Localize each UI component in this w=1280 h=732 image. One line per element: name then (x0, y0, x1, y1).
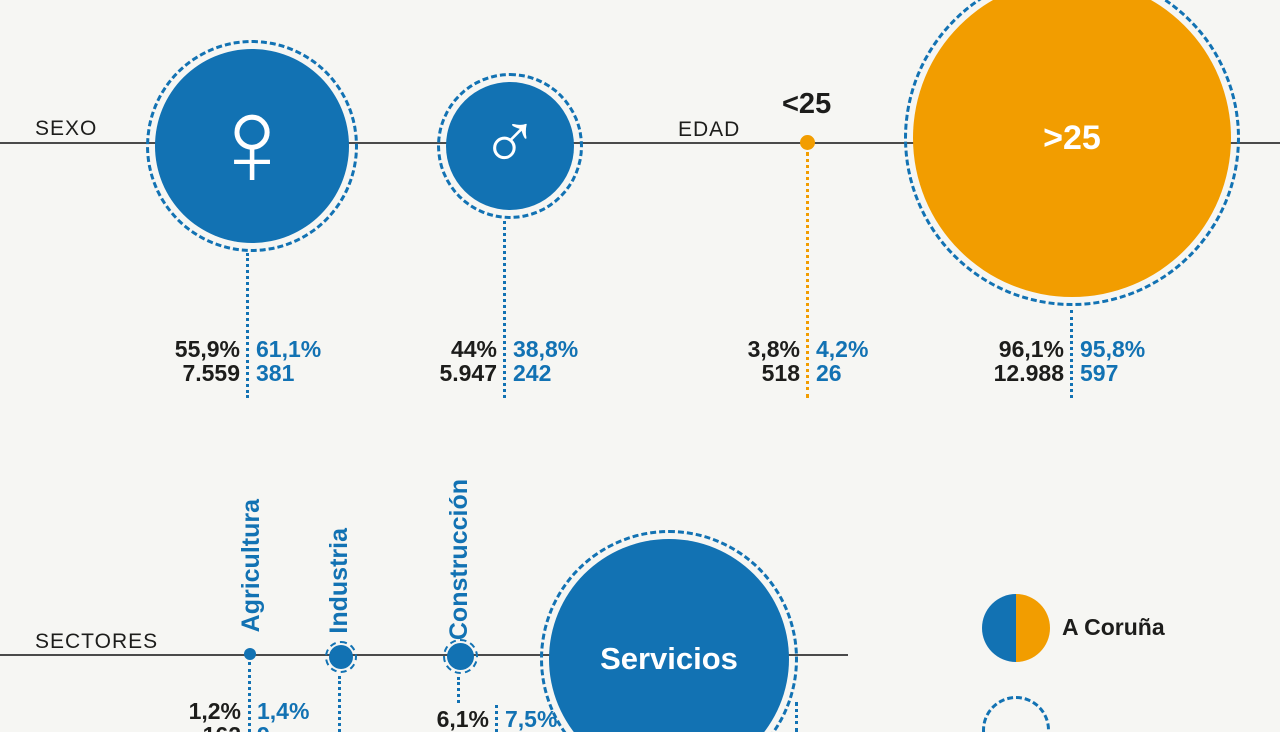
bubble-construccion-fill (447, 643, 474, 670)
stat-block-under25: 3,8% 518 4,2% 26 (690, 337, 926, 385)
under25-dot (800, 135, 815, 150)
leader-line-under25 (806, 152, 809, 398)
section-label-sexo: SEXO (35, 117, 98, 140)
section-label-edad: EDAD (678, 118, 741, 141)
over25-label: >25 (1043, 118, 1101, 157)
legend-coruna-label: A Coruña (1062, 614, 1165, 640)
leader-line-construccion-stats (495, 705, 498, 732)
construccion-coruna-pct: 7,5% (505, 706, 558, 732)
agricultura-total-pct: 1,2% (188, 698, 241, 724)
axis-line-top (0, 142, 1280, 144)
bubble-industria (325, 641, 357, 673)
bubble-female-fill: ♀ (155, 49, 349, 243)
agricultura-dot (244, 648, 256, 660)
under25-total-pct: 3,8% (747, 336, 800, 362)
under25-coruna-count: 26 (816, 360, 842, 386)
agricultura-total-count: 162 (131, 723, 241, 732)
bubble-female: ♀ (146, 40, 358, 252)
leader-line-male (503, 221, 506, 398)
leader-line-female (246, 253, 249, 398)
female-total-pct: 55,9% (174, 336, 240, 362)
leader-line-agricultura (248, 662, 251, 732)
male-total-count: 5.947 (439, 360, 497, 386)
leader-line-over25 (1070, 310, 1073, 398)
sector-label-construccion: Construcción (445, 478, 473, 640)
over25-coruna-pct: 95,8% (1080, 336, 1146, 362)
bubble-male-fill: ♂ (446, 82, 574, 210)
bubble-construccion (443, 639, 478, 674)
bubble-servicios-fill: Servicios (549, 539, 789, 732)
under25-total-count: 518 (761, 360, 800, 386)
female-coruna-pct: 61,1% (256, 336, 322, 362)
stat-block-over25: 96,1% 12.988 95,8% 597 (954, 337, 1190, 385)
male-coruna-count: 242 (513, 360, 552, 386)
servicios-label: Servicios (600, 641, 738, 676)
stat-block-female: 55,9% 7.559 61,1% 381 (130, 337, 366, 385)
female-total-count: 7.559 (182, 360, 240, 386)
agricultura-coruna-count: 9 (257, 723, 367, 732)
axis-line-bottom (0, 654, 848, 656)
female-coruna-count: 381 (256, 360, 295, 386)
male-total-pct: 44% (450, 336, 497, 362)
bubble-industria-fill (329, 645, 353, 669)
agricultura-coruna-pct: 1,4% (257, 698, 310, 724)
female-icon: ♀ (205, 72, 299, 212)
leader-line-industria (338, 676, 341, 732)
stat-block-male: 44% 5.947 38,8% 242 (387, 337, 623, 385)
bubble-over25: >25 (904, 0, 1240, 306)
bubble-over25-fill: >25 (913, 0, 1231, 297)
male-icon: ♂ (480, 97, 540, 186)
over25-coruna-count: 597 (1080, 360, 1119, 386)
stat-block-construccion: 6,1% 7,5% (379, 707, 615, 731)
over25-total-pct: 96,1% (998, 336, 1064, 362)
legend-total-icon (982, 696, 1050, 732)
under25-label: <25 (782, 88, 832, 120)
bubble-servicios: Servicios (540, 530, 798, 732)
stat-block-agricultura: 1,2% 162 1,4% 9 (131, 699, 367, 732)
over25-total-count: 12.988 (993, 360, 1064, 386)
under25-coruna-pct: 4,2% (816, 336, 869, 362)
bubble-male: ♂ (437, 73, 583, 219)
leader-line-construccion (457, 677, 460, 703)
leader-line-servicios (795, 702, 798, 732)
construccion-total-pct: 6,1% (436, 706, 489, 732)
sector-label-industria: Industria (325, 528, 353, 634)
sector-label-agricultura: Agricultura (237, 498, 265, 632)
male-coruna-pct: 38,8% (513, 336, 579, 362)
legend-coruna-icon (982, 594, 1050, 662)
section-label-sectores: SECTORES (35, 630, 159, 653)
